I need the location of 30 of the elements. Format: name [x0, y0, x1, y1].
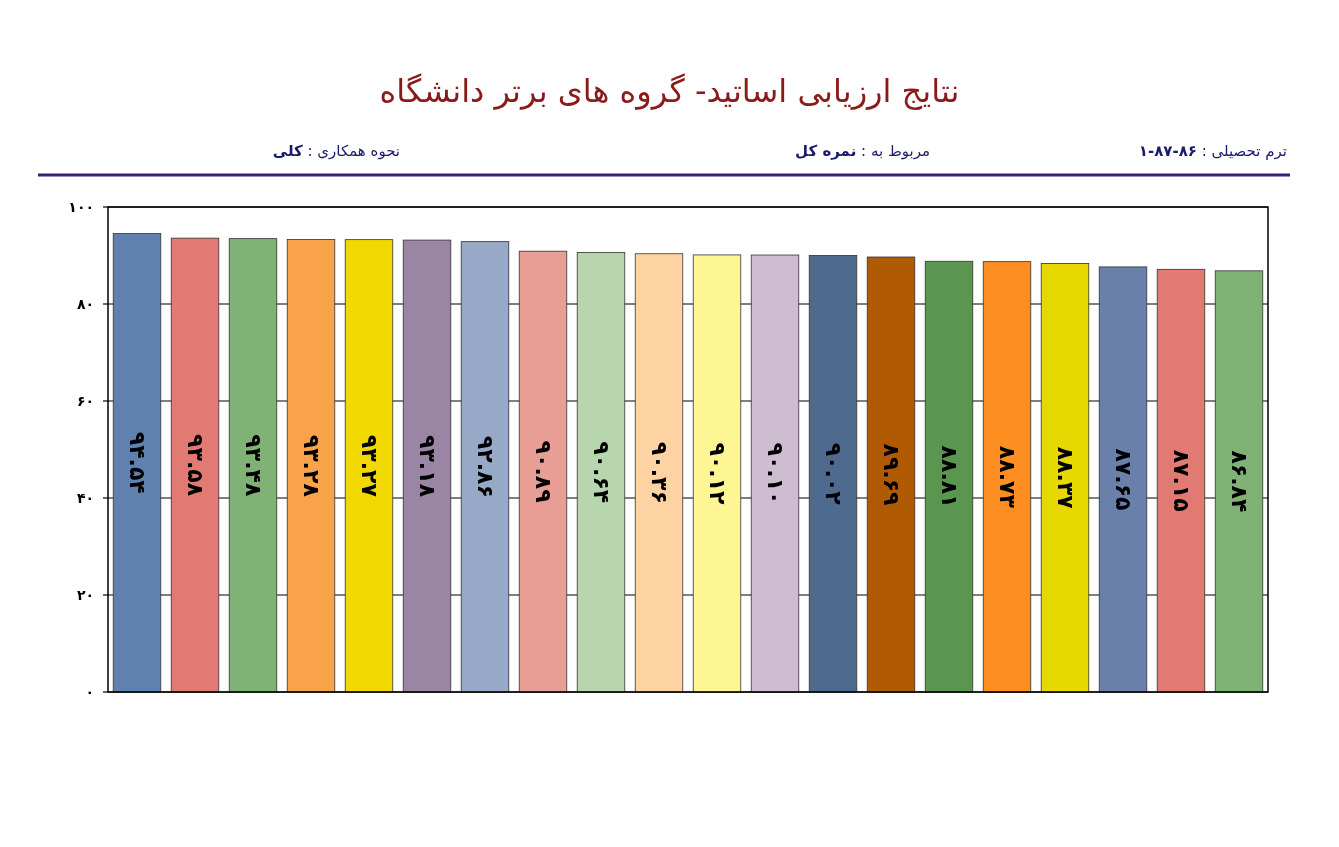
- data-label: ۹۰.۰۲: [820, 442, 846, 506]
- data-label: ۹۳.۵۸: [182, 434, 208, 497]
- y-tick-label: ۸۰: [76, 296, 94, 312]
- data-label: ۹۳.۲۸: [298, 434, 324, 498]
- data-label: ۹۳.۲۷: [356, 434, 382, 498]
- data-label: ۸۶.۸۴: [1226, 450, 1252, 513]
- y-tick-label: ۲۰: [76, 587, 94, 603]
- data-label: ۸۸.۸۱: [936, 445, 962, 508]
- data-label: ۸۷.۱۵: [1168, 449, 1194, 512]
- data-label: ۸۷.۶۵: [1110, 448, 1136, 511]
- data-label: ۹۳.۴۸: [240, 434, 266, 497]
- text: مربوط به : نمره کل: [795, 142, 930, 160]
- data-label: ۹۳.۱۸: [414, 435, 440, 498]
- data-label: ۸۸.۳۷: [1052, 446, 1078, 510]
- data-label: ۹۰.۸۹: [530, 440, 556, 503]
- text: ترم تحصیلی : ۸۶-۸۷-۱: [1138, 142, 1287, 160]
- title: نتایج ارزیابی اساتید- گروه های برتر دانشگاه: [378, 72, 961, 110]
- y-tick-label: ۰: [85, 684, 94, 700]
- data-label: ۸۹.۶۹: [878, 443, 904, 506]
- text: نحوه همکاری : کلی: [272, 142, 400, 160]
- data-label: ۹۰.۳۶: [646, 441, 672, 504]
- data-label: ۹۴.۵۴: [124, 431, 150, 494]
- data-label: ۹۰.۶۴: [588, 441, 614, 504]
- y-tick-label: ۶۰: [76, 393, 94, 409]
- y-tick-label: ۴۰: [76, 490, 94, 506]
- data-label: ۹۲.۸۶: [472, 435, 498, 498]
- data-label: ۹۰.۱۲: [704, 442, 730, 506]
- data-label: ۸۸.۷۳: [994, 445, 1020, 509]
- data-label: ۹۰.۱۰: [762, 442, 788, 505]
- y-tick-label: ۱۰۰: [68, 199, 94, 215]
